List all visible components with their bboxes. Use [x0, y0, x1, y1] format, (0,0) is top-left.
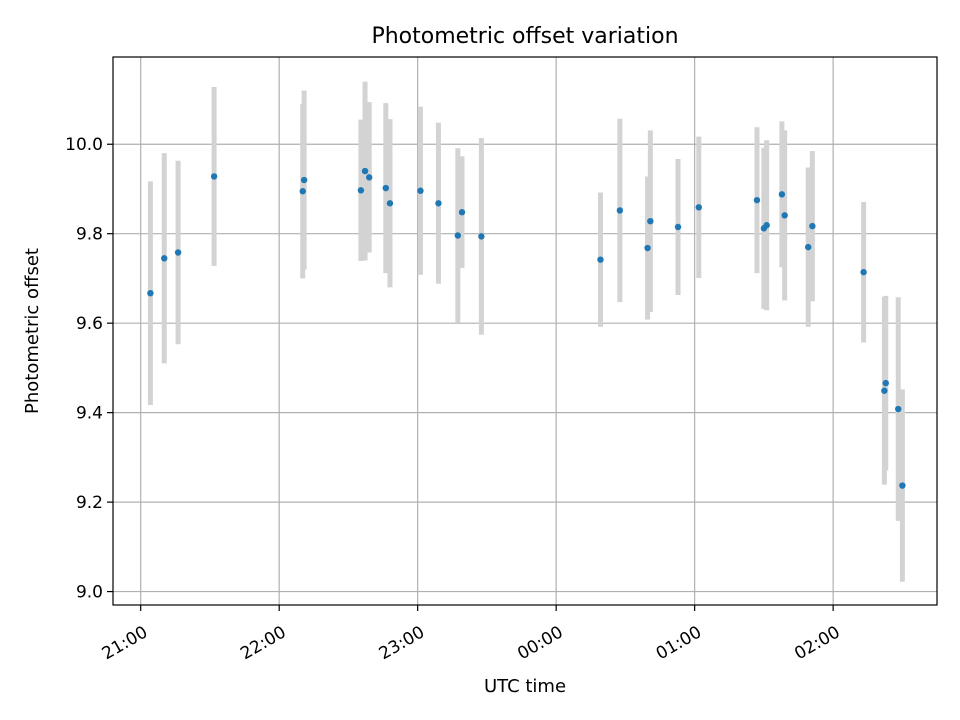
- y-tick-label: 10.0: [65, 135, 103, 155]
- data-point: [299, 188, 306, 195]
- data-point: [161, 255, 168, 262]
- data-point: [454, 232, 462, 239]
- data-point: [644, 244, 651, 252]
- data-point: [386, 200, 394, 207]
- data-point: [597, 256, 604, 263]
- data-point: [458, 209, 466, 216]
- data-point: [881, 387, 888, 394]
- data-point: [860, 268, 867, 276]
- data-point: [616, 207, 624, 214]
- data-point: [882, 379, 889, 387]
- data-point: [357, 187, 365, 194]
- data-point: [763, 222, 770, 229]
- y-tick-label: 9.8: [76, 225, 103, 245]
- y-axis-label: Photometric offset: [22, 248, 43, 414]
- data-points: [147, 167, 906, 489]
- data-point: [210, 173, 218, 180]
- data-point: [382, 184, 390, 192]
- data-point: [147, 289, 154, 297]
- data-point: [753, 196, 761, 204]
- data-point: [366, 174, 373, 181]
- data-point: [899, 482, 906, 489]
- data-point: [778, 191, 786, 198]
- y-tick-label: 9.6: [76, 314, 103, 334]
- grid: [113, 57, 937, 605]
- data-point: [809, 222, 816, 230]
- data-point: [361, 167, 369, 175]
- data-point: [478, 233, 485, 240]
- y-tick-label: 9.4: [76, 404, 103, 424]
- x-axis-label: UTC time: [484, 676, 566, 697]
- data-point: [895, 405, 902, 413]
- data-point: [805, 243, 812, 251]
- plot-frame: [112, 56, 938, 606]
- y-axis-ticks: 9.0 9.2 9.4 9.6 9.8 10.0: [65, 135, 113, 603]
- data-point: [174, 249, 182, 256]
- y-tick-label: 9.2: [76, 493, 103, 513]
- data-point: [647, 217, 654, 225]
- y-tick-label: 9.0: [76, 583, 103, 603]
- data-point: [300, 176, 308, 184]
- data-point: [781, 212, 788, 219]
- chart-title: Photometric offset variation: [371, 24, 678, 49]
- data-point: [695, 204, 703, 211]
- data-point: [435, 200, 442, 207]
- data-point: [674, 223, 682, 231]
- data-point: [417, 187, 424, 194]
